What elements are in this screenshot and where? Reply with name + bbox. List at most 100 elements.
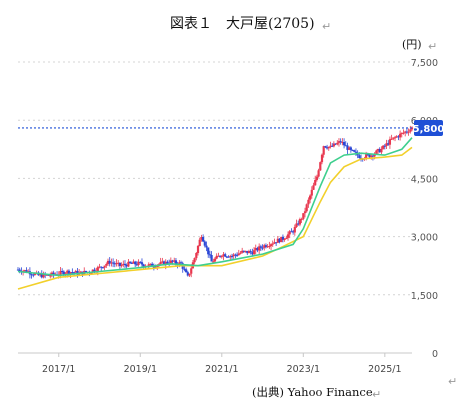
y-tick-label: 4,500	[411, 174, 438, 185]
last-price-badge	[414, 119, 443, 136]
candle-body	[341, 141, 344, 143]
gridlines	[18, 61, 412, 296]
candle-body	[49, 275, 52, 277]
candle-body	[320, 154, 324, 163]
candle-body	[234, 254, 237, 256]
candle-body	[38, 274, 42, 276]
ma-long-line	[17, 146, 413, 290]
candle-body	[380, 148, 383, 153]
candle-body	[164, 261, 167, 266]
candle-body	[237, 253, 240, 256]
candle-body	[101, 267, 105, 269]
candle-body	[332, 143, 335, 147]
candle-body	[354, 151, 358, 153]
candle-body	[74, 270, 77, 273]
candle-body	[149, 263, 152, 265]
candle-body	[61, 270, 64, 272]
candle-body	[314, 179, 317, 186]
y-tick-label: 0	[432, 349, 438, 360]
candle-body	[139, 261, 142, 263]
candle-body	[202, 236, 205, 242]
candle-body	[399, 133, 402, 138]
candle-body	[303, 211, 307, 214]
candle-body	[134, 261, 137, 265]
candle-body	[128, 261, 132, 263]
y-tick-label: 7,500	[411, 58, 438, 69]
candle-body	[62, 271, 65, 275]
candle-body	[293, 226, 296, 233]
candle-body	[268, 246, 271, 248]
candle-body	[66, 270, 69, 274]
candle-body	[249, 251, 252, 253]
y-tick-label: 1,500	[411, 291, 438, 302]
candle-body	[52, 272, 55, 275]
candle-body	[215, 255, 218, 259]
candle-body	[261, 247, 264, 249]
candle-body	[241, 250, 244, 253]
candle-body	[376, 149, 380, 151]
candle-body	[349, 147, 352, 150]
candle-body	[373, 153, 376, 157]
candle-body	[103, 265, 106, 268]
candle-body	[315, 176, 318, 180]
candle-body	[169, 260, 172, 264]
candle-body	[405, 131, 409, 133]
candle-body	[200, 236, 203, 240]
candle-body	[220, 256, 223, 258]
candle-body	[276, 238, 279, 243]
candle-body	[387, 143, 390, 145]
candle-body	[161, 261, 164, 263]
candle-body	[242, 250, 245, 252]
candle-body	[173, 260, 176, 262]
candle-body	[137, 261, 140, 266]
candle-body	[127, 261, 130, 267]
candle-body	[69, 272, 72, 274]
candle-body	[292, 231, 295, 233]
candle-body	[25, 270, 28, 273]
candle-body	[186, 272, 189, 276]
candle-body	[222, 254, 225, 257]
candle-body	[351, 149, 354, 151]
candle-body	[152, 266, 155, 268]
candle-body	[275, 242, 278, 244]
title-return-mark: ↵	[322, 20, 331, 33]
x-tick-label: 2025/1	[368, 364, 401, 375]
candle-body	[16, 269, 20, 271]
candle-body	[383, 145, 386, 147]
candle-body	[135, 264, 138, 266]
candle-body	[319, 162, 322, 171]
candle-body	[370, 155, 373, 158]
candle-body	[96, 267, 99, 272]
candle-body	[113, 263, 116, 265]
candle-body	[344, 145, 347, 147]
candle-body	[162, 261, 166, 266]
candle-body	[285, 237, 288, 240]
x-axis-ticks: 2017/1 2019/1 2021/1 2023/1 2025/1	[42, 353, 402, 375]
candle-body	[300, 219, 303, 221]
candle-body	[390, 138, 393, 140]
candle-body	[120, 265, 123, 267]
candle-body	[84, 270, 88, 273]
candle-body	[251, 252, 254, 255]
candle-body	[115, 263, 118, 265]
candle-body	[132, 261, 135, 264]
candle-body	[232, 254, 235, 257]
candle-body	[230, 256, 234, 258]
candle-body	[256, 248, 259, 251]
candle-body	[210, 254, 213, 262]
candle-body	[263, 245, 266, 248]
candle-body	[302, 213, 305, 220]
candle-body	[329, 145, 332, 147]
candle-body	[342, 141, 346, 146]
candle-body	[382, 145, 385, 149]
candle-body	[305, 204, 308, 212]
x-tick-label: 2023/1	[287, 364, 320, 375]
candle-body	[174, 260, 178, 264]
candle-body	[358, 155, 361, 158]
candle-body	[30, 274, 33, 276]
candle-body	[409, 129, 412, 132]
candle-body	[208, 254, 212, 256]
candle-body	[283, 239, 286, 241]
